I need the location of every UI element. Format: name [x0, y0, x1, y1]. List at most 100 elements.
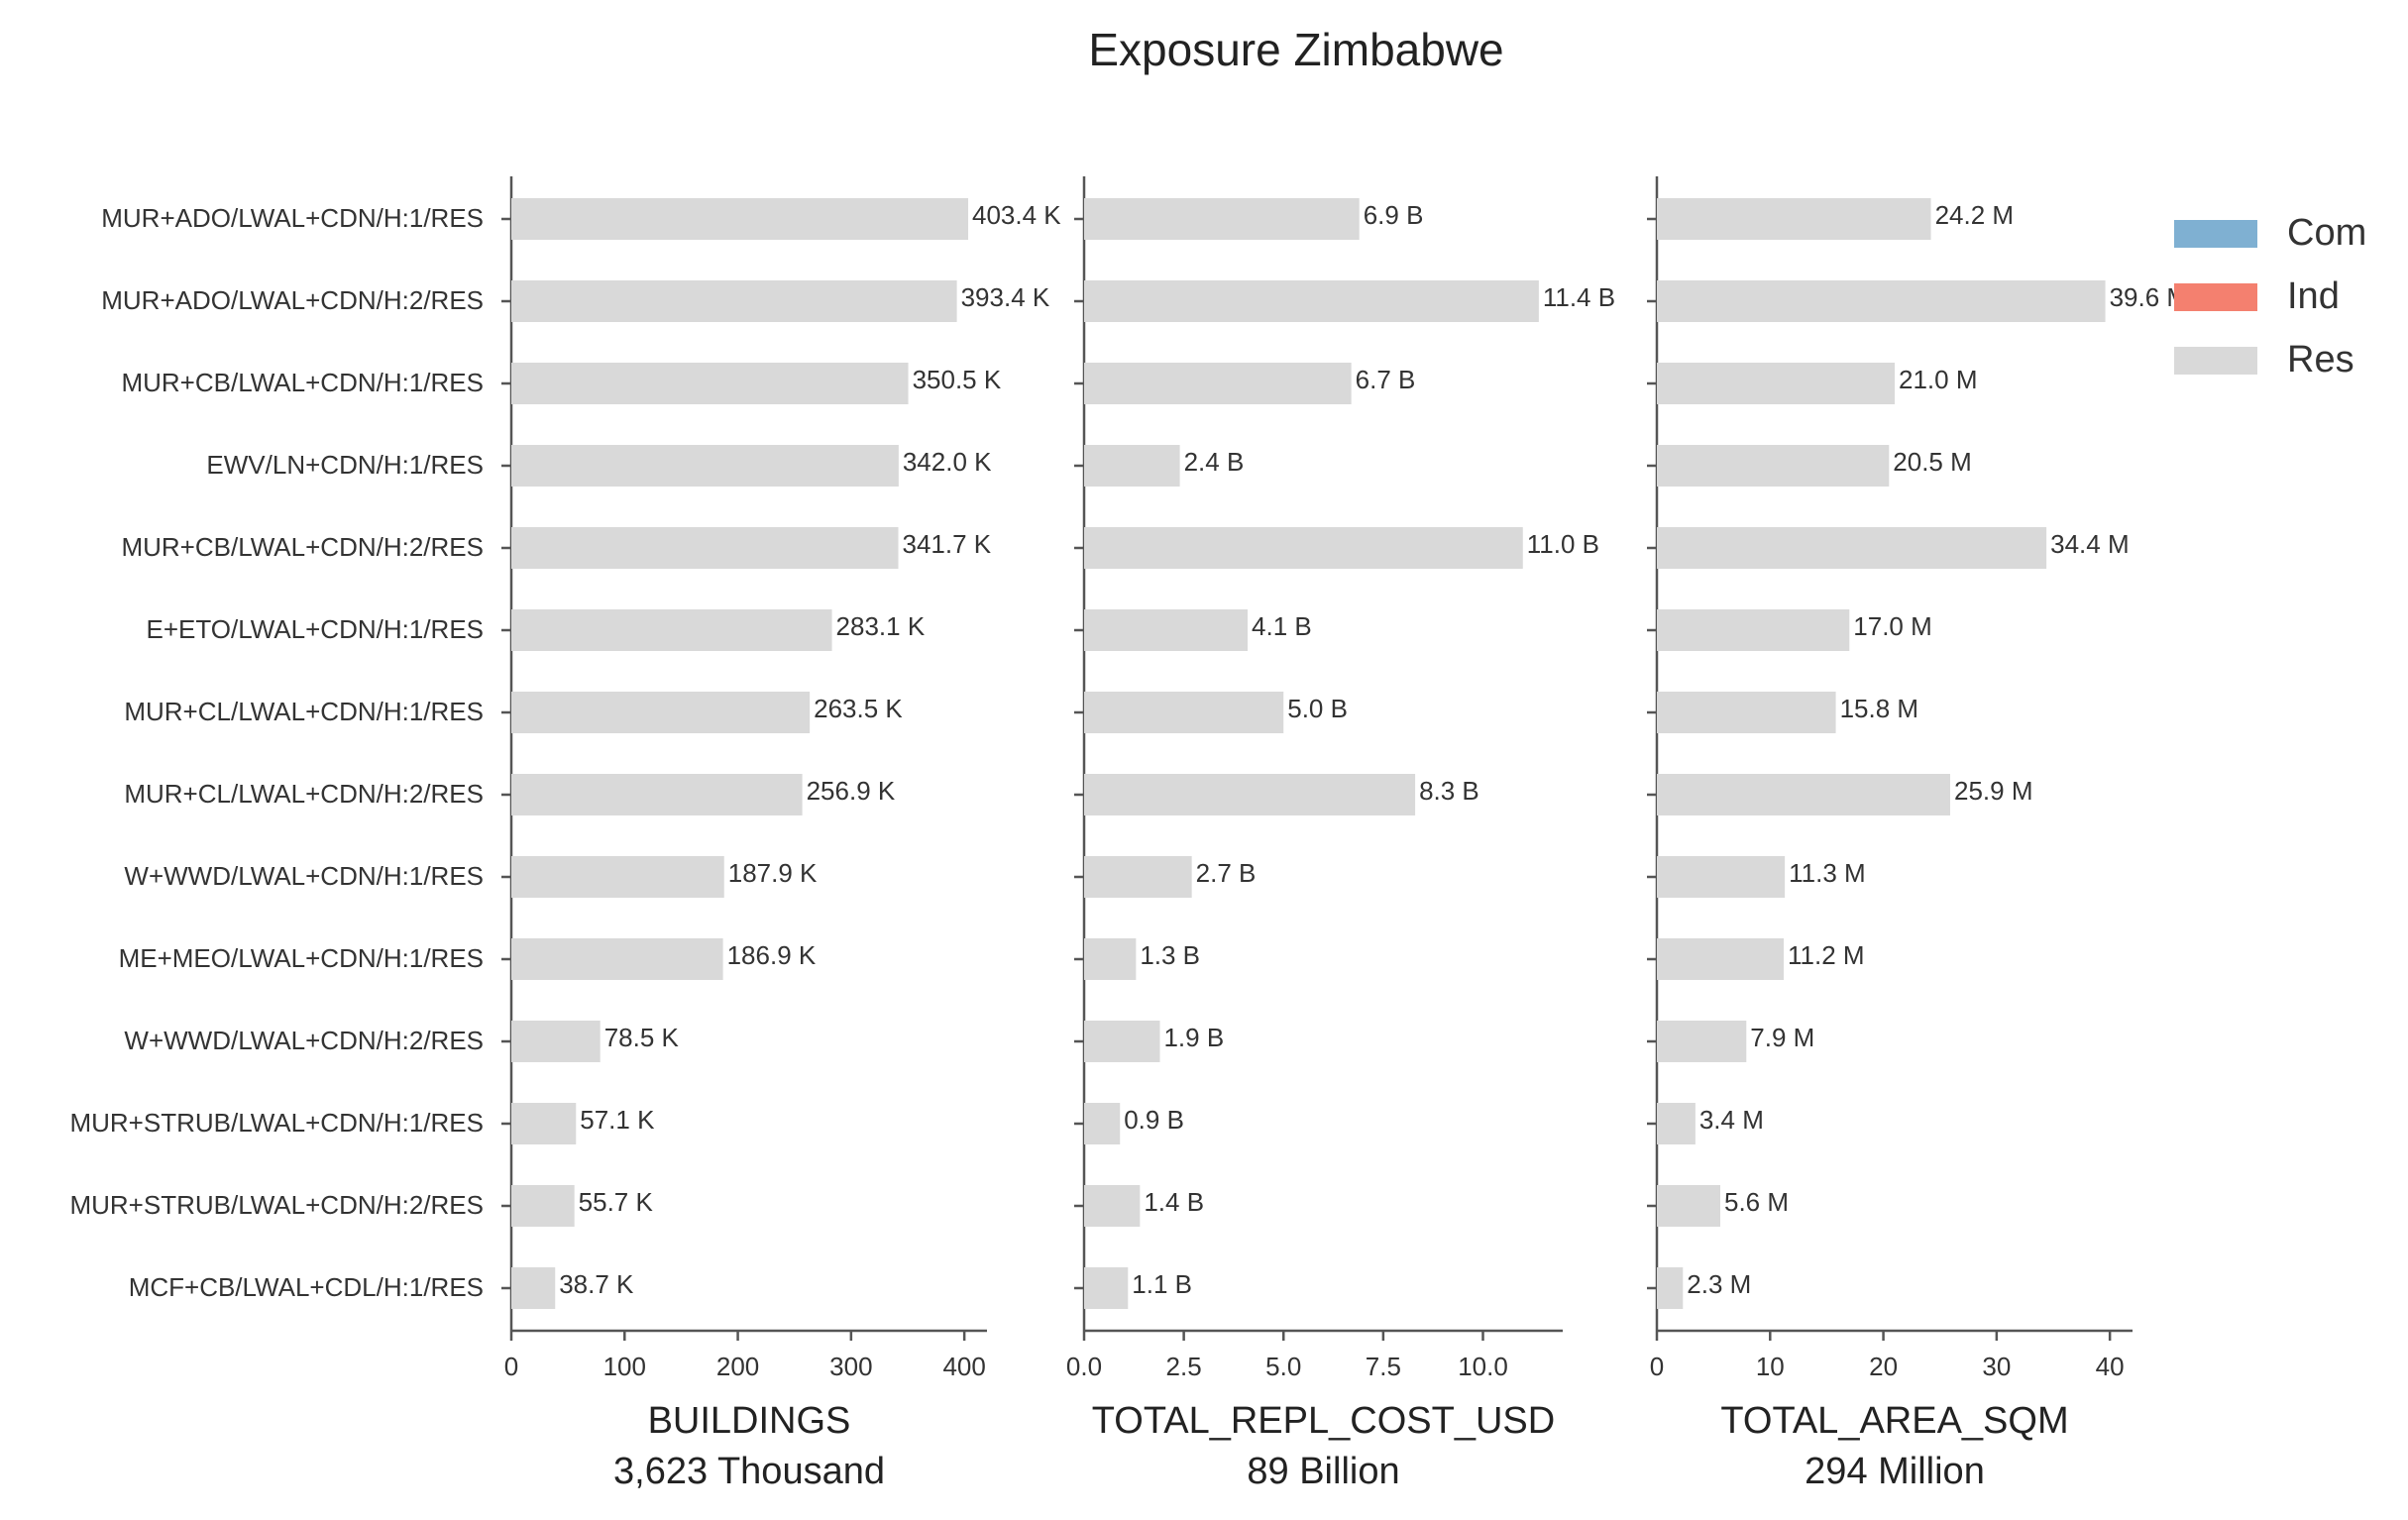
- bar: [1657, 692, 1836, 733]
- bar: [1657, 445, 1890, 487]
- x-tick-label: 7.5: [1366, 1352, 1401, 1381]
- data-label: 403.4 K: [972, 200, 1061, 230]
- x-tick-label: 30: [1982, 1352, 2011, 1381]
- bar: [511, 527, 899, 569]
- bar: [1084, 609, 1249, 651]
- data-label: 0.9 B: [1124, 1105, 1184, 1135]
- data-label: 2.7 B: [1196, 858, 1257, 888]
- bar: [1084, 363, 1352, 404]
- bar: [1657, 363, 1895, 404]
- bar: [1084, 198, 1360, 240]
- x-tick-label: 20: [1869, 1352, 1898, 1381]
- data-label: 21.0 M: [1899, 365, 1978, 394]
- category-label: MUR+CB/LWAL+CDN/H:2/RES: [121, 532, 484, 562]
- legend-label-com: Com: [2287, 212, 2366, 254]
- data-label: 11.4 B: [1543, 282, 1615, 312]
- data-label: 11.2 M: [1788, 940, 1865, 970]
- data-label: 2.4 B: [1184, 447, 1245, 477]
- bar: [1657, 1267, 1684, 1309]
- category-label: E+ETO/LWAL+CDN/H:1/RES: [146, 614, 484, 644]
- x-tick-label: 5.0: [1265, 1352, 1301, 1381]
- category-label: MUR+ADO/LWAL+CDN/H:2/RES: [101, 285, 484, 315]
- bar: [511, 856, 724, 898]
- data-label: 6.7 B: [1356, 365, 1416, 394]
- bar: [1657, 280, 2106, 322]
- data-label: 15.8 M: [1840, 694, 1919, 723]
- bar: [1657, 1021, 1747, 1062]
- bar: [1084, 692, 1284, 733]
- x-tick-label: 100: [603, 1352, 646, 1381]
- x-axis-title: BUILDINGS: [648, 1400, 851, 1442]
- x-tick-label: 300: [829, 1352, 872, 1381]
- panel-3: 24.2 M39.6 M21.0 M20.5 M34.4 M17.0 M15.8…: [1647, 176, 2188, 1492]
- bar: [1084, 1103, 1121, 1144]
- bar: [1084, 1021, 1160, 1062]
- category-label: MUR+CL/LWAL+CDN/H:1/RES: [124, 697, 484, 726]
- data-label: 342.0 K: [903, 447, 992, 477]
- x-axis-title: TOTAL_REPL_COST_USD: [1092, 1400, 1555, 1442]
- chart-title: Exposure Zimbabwe: [1088, 24, 1503, 75]
- category-label: EWV/LN+CDN/H:1/RES: [206, 450, 484, 480]
- data-label: 2.3 M: [1687, 1269, 1751, 1299]
- bar: [511, 363, 909, 404]
- x-tick-label: 10: [1756, 1352, 1785, 1381]
- bar: [1084, 1185, 1141, 1227]
- bar: [511, 1267, 556, 1309]
- bar: [1657, 774, 1950, 815]
- legend-swatch-res: [2174, 347, 2257, 375]
- bar: [511, 1103, 577, 1144]
- category-label: MUR+CL/LWAL+CDN/H:2/RES: [124, 779, 484, 809]
- data-label: 57.1 K: [580, 1105, 655, 1135]
- category-label: MUR+STRUB/LWAL+CDN/H:2/RES: [69, 1190, 484, 1220]
- panel-1: 403.4 K MUR+ADO/LWAL+CDN/H:1/RES 393.4 K MU…: [69, 176, 1061, 1492]
- data-label: 186.9 K: [727, 940, 817, 970]
- bar: [1084, 1267, 1129, 1309]
- bar: [1657, 856, 1786, 898]
- legend-label-res: Res: [2287, 339, 2354, 380]
- data-label: 1.1 B: [1132, 1269, 1192, 1299]
- bar: [511, 1021, 601, 1062]
- legend-swatch-com: [2174, 220, 2257, 248]
- bar: [511, 609, 832, 651]
- category-label: MCF+CB/LWAL+CDL/H:1/RES: [129, 1272, 484, 1302]
- bar: [1657, 1185, 1720, 1227]
- x-axis-subtitle: 3,623 Thousand: [613, 1451, 885, 1492]
- panel-2: 6.9 B 11.4 B 6.7 B 2.4 B 11.0 B 4.1 B 5.0 B 8.3…: [1066, 176, 1615, 1492]
- x-tick-label: 0: [504, 1352, 518, 1381]
- data-label: 7.9 M: [1750, 1023, 1814, 1052]
- bar: [511, 938, 723, 980]
- x-axis-title: TOTAL_AREA_SQM: [1720, 1400, 2068, 1442]
- data-label: 6.9 B: [1364, 200, 1424, 230]
- bar: [1084, 774, 1416, 815]
- data-label: 187.9 K: [728, 858, 818, 888]
- data-label: 55.7 K: [579, 1187, 654, 1217]
- data-label: 24.2 M: [1935, 200, 2015, 230]
- bar: [511, 1185, 575, 1227]
- category-label: MUR+ADO/LWAL+CDN/H:1/RES: [101, 203, 484, 233]
- data-label: 350.5 K: [913, 365, 1002, 394]
- legend: Com Ind Res: [2174, 212, 2366, 380]
- bar: [511, 280, 957, 322]
- bar: [1657, 198, 1931, 240]
- category-label: W+WWD/LWAL+CDN/H:2/RES: [124, 1026, 484, 1055]
- data-label: 17.0 M: [1853, 611, 1932, 641]
- data-label: 1.4 B: [1144, 1187, 1204, 1217]
- panels: 403.4 K MUR+ADO/LWAL+CDN/H:1/RES 393.4 K MU…: [69, 176, 2188, 1492]
- data-label: 11.3 M: [1789, 858, 1866, 888]
- bar: [1657, 938, 1784, 980]
- data-label: 34.4 M: [2050, 529, 2130, 559]
- data-label: 20.5 M: [1893, 447, 1972, 477]
- x-axis-subtitle: 294 Million: [1805, 1451, 1985, 1492]
- data-label: 5.6 M: [1724, 1187, 1789, 1217]
- data-label: 1.9 B: [1163, 1023, 1224, 1052]
- data-label: 3.4 M: [1699, 1105, 1764, 1135]
- bar: [1084, 856, 1192, 898]
- data-label: 341.7 K: [903, 529, 992, 559]
- x-axis-subtitle: 89 Billion: [1247, 1451, 1399, 1492]
- data-label: 5.0 B: [1287, 694, 1348, 723]
- bar: [1084, 445, 1180, 487]
- bar: [1657, 1103, 1696, 1144]
- bar: [511, 692, 811, 733]
- x-tick-label: 2.5: [1166, 1352, 1202, 1381]
